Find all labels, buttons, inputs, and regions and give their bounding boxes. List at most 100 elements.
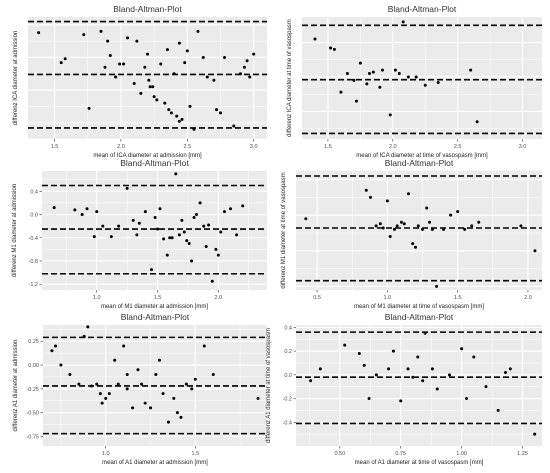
data-point xyxy=(219,230,223,234)
x-axis-label: mean of ICA diameter at time of vasospas… xyxy=(356,153,488,159)
data-point xyxy=(411,242,415,246)
data-point xyxy=(371,70,375,74)
data-point xyxy=(140,382,144,386)
data-point xyxy=(80,213,84,217)
data-point xyxy=(388,113,392,117)
x-tick-label: 1.0 xyxy=(384,295,392,301)
data-point xyxy=(106,39,110,43)
data-point xyxy=(198,201,202,205)
data-point xyxy=(205,75,209,79)
data-point xyxy=(216,253,220,257)
data-point xyxy=(385,199,389,203)
data-point xyxy=(329,46,333,50)
data-point xyxy=(256,396,260,400)
data-point xyxy=(151,85,155,89)
data-point xyxy=(406,75,410,79)
data-point xyxy=(318,367,322,371)
data-point xyxy=(122,344,126,348)
data-point xyxy=(143,65,147,69)
data-point xyxy=(163,101,167,105)
data-point xyxy=(89,384,93,388)
data-point xyxy=(362,363,366,367)
data-point xyxy=(98,392,102,396)
data-point xyxy=(464,397,468,401)
data-point xyxy=(180,218,184,222)
x-tick-label: 1.00 xyxy=(456,451,467,457)
data-point xyxy=(413,245,417,249)
data-point xyxy=(436,80,440,84)
y-tick-label: -1.2 xyxy=(29,282,38,288)
data-point xyxy=(252,52,256,56)
data-point xyxy=(367,397,371,401)
data-point xyxy=(235,233,239,237)
data-point xyxy=(193,377,197,381)
data-point xyxy=(414,75,418,79)
y-tick-label: -0.75 xyxy=(26,434,39,440)
data-point xyxy=(149,406,153,410)
data-point xyxy=(95,382,99,386)
data-point xyxy=(87,106,91,110)
x-axis-label: mean of M1 diameter at admission [mm] xyxy=(101,304,208,310)
data-point xyxy=(449,213,453,217)
chart-title: Bland-Altman-Plot xyxy=(120,158,189,168)
data-point xyxy=(406,192,410,196)
data-point xyxy=(211,373,215,377)
y-tick-label: -0.25 xyxy=(26,387,39,393)
data-point xyxy=(175,114,179,118)
data-point xyxy=(109,235,113,239)
data-point xyxy=(125,387,129,391)
data-point xyxy=(177,119,181,123)
data-point xyxy=(63,57,67,61)
data-point xyxy=(503,370,507,374)
x-axis-label: mean of A1 diameter at admission [mm] xyxy=(102,460,208,466)
data-point xyxy=(202,224,206,228)
y-axis-label: differenz ICA diameter at admission xyxy=(13,31,19,126)
data-point xyxy=(477,220,481,224)
data-point xyxy=(416,224,420,228)
data-point xyxy=(508,367,512,371)
data-point xyxy=(156,227,160,231)
x-axis-label: mean of M1 diameter at time of vasospasm… xyxy=(354,304,484,310)
data-point xyxy=(416,355,420,359)
data-point xyxy=(399,220,403,224)
x-tick-label: 1.0 xyxy=(102,451,110,457)
data-point xyxy=(135,233,139,237)
data-point xyxy=(122,62,126,66)
data-point xyxy=(469,68,473,72)
data-point xyxy=(196,29,200,33)
x-tick-label: 1.5 xyxy=(51,144,59,150)
data-point xyxy=(332,47,336,51)
data-point xyxy=(354,99,358,103)
y-tick-label: 0.25 xyxy=(28,339,39,345)
data-point xyxy=(166,420,170,424)
data-point xyxy=(155,98,159,102)
data-point xyxy=(207,223,211,227)
y-tick-label: 0.4 xyxy=(284,325,292,331)
data-point xyxy=(313,37,317,41)
data-point xyxy=(238,72,242,76)
data-point xyxy=(182,230,186,234)
data-point xyxy=(52,206,56,210)
data-point xyxy=(411,375,415,379)
data-point xyxy=(95,210,99,214)
x-tick-label: 0.5 xyxy=(313,295,321,301)
data-point xyxy=(153,215,157,219)
data-point xyxy=(59,61,63,65)
data-point xyxy=(374,224,378,228)
data-point xyxy=(345,72,349,76)
data-point xyxy=(107,392,111,396)
y-tick-label: 0.0 xyxy=(284,373,292,379)
data-point xyxy=(381,226,385,230)
data-point xyxy=(484,385,488,389)
data-point xyxy=(423,331,427,335)
data-point xyxy=(103,65,107,69)
data-point xyxy=(100,401,104,405)
data-point xyxy=(132,82,136,86)
panel-2: Bland-Altman-Plot 1.5 2.0 2.5 3.0 mean of ICA… xyxy=(287,4,542,159)
data-point xyxy=(304,217,308,221)
data-point xyxy=(533,432,537,436)
plot-background xyxy=(296,325,542,446)
data-point xyxy=(114,75,118,79)
data-point xyxy=(435,284,439,288)
panel-1: Bland-Altman-Plot 1.5 2.0 2.5 3.0 mean of ICA… xyxy=(13,4,267,159)
